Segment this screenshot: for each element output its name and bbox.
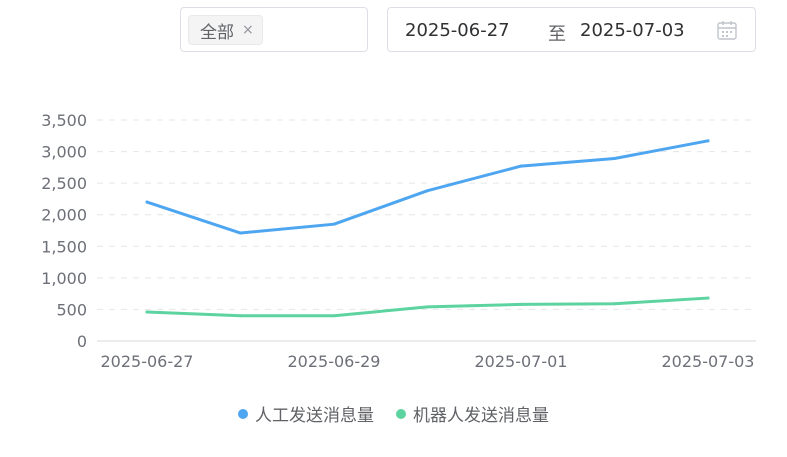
- scope-select[interactable]: 全部 ×: [180, 7, 368, 52]
- legend-label-robot: 机器人发送消息量: [413, 406, 549, 426]
- legend-item-human[interactable]: 人工发送消息量: [238, 401, 374, 426]
- message-volume-chart: 0 500 1,000 1,500 2,000 2,500 3,000 3,500 2025-0…: [41, 111, 756, 371]
- y-tick-label: 2,000: [41, 206, 87, 225]
- data-point-robot[interactable]: [706, 296, 710, 300]
- data-point-robot[interactable]: [239, 314, 242, 318]
- x-tick-label: 2025-07-01: [475, 352, 568, 371]
- data-point-robot[interactable]: [519, 302, 523, 306]
- start-date-input[interactable]: 2025-06-27: [405, 20, 510, 41]
- calendar-icon[interactable]: [716, 19, 738, 41]
- series-line-human: [145, 139, 710, 235]
- legend-marker-robot: [396, 408, 406, 419]
- data-point-human[interactable]: [239, 231, 242, 235]
- data-point-human[interactable]: [519, 164, 523, 168]
- data-point-robot[interactable]: [332, 314, 336, 318]
- y-tick-label: 1,500: [41, 237, 87, 256]
- scope-tag-label: 全部: [200, 22, 234, 43]
- y-tick-label: 500: [56, 300, 87, 319]
- data-point-human[interactable]: [706, 139, 710, 143]
- end-date-input[interactable]: 2025-07-03: [580, 20, 685, 41]
- scope-tag: 全部 ×: [188, 15, 263, 45]
- x-tick-label: 2025-07-03: [662, 352, 755, 371]
- data-point-human[interactable]: [613, 157, 616, 161]
- y-tick-label: 1,000: [41, 269, 87, 288]
- data-point-human[interactable]: [426, 189, 429, 193]
- y-tick-label: 3,000: [41, 143, 87, 162]
- data-point-human[interactable]: [145, 200, 149, 204]
- legend-item-robot[interactable]: 机器人发送消息量: [396, 401, 549, 426]
- y-tick-label: 3,500: [41, 111, 87, 130]
- legend-marker-human: [238, 408, 248, 419]
- x-tick-label: 2025-06-29: [288, 352, 381, 371]
- x-tick-label: 2025-06-27: [101, 352, 194, 371]
- y-tick-label: 2,500: [41, 174, 87, 193]
- chart-legend: 人工发送消息量 机器人发送消息量: [0, 401, 787, 426]
- date-range-separator: 至: [548, 24, 566, 45]
- date-range-picker[interactable]: 2025-06-27 至 2025-07-03: [387, 7, 756, 52]
- data-point-robot[interactable]: [426, 305, 429, 309]
- data-point-robot[interactable]: [145, 310, 149, 314]
- y-tick-label: 0: [77, 332, 87, 351]
- legend-label-human: 人工发送消息量: [255, 406, 374, 426]
- data-point-human[interactable]: [332, 222, 336, 226]
- data-point-robot[interactable]: [613, 302, 616, 306]
- close-icon[interactable]: ×: [242, 22, 254, 38]
